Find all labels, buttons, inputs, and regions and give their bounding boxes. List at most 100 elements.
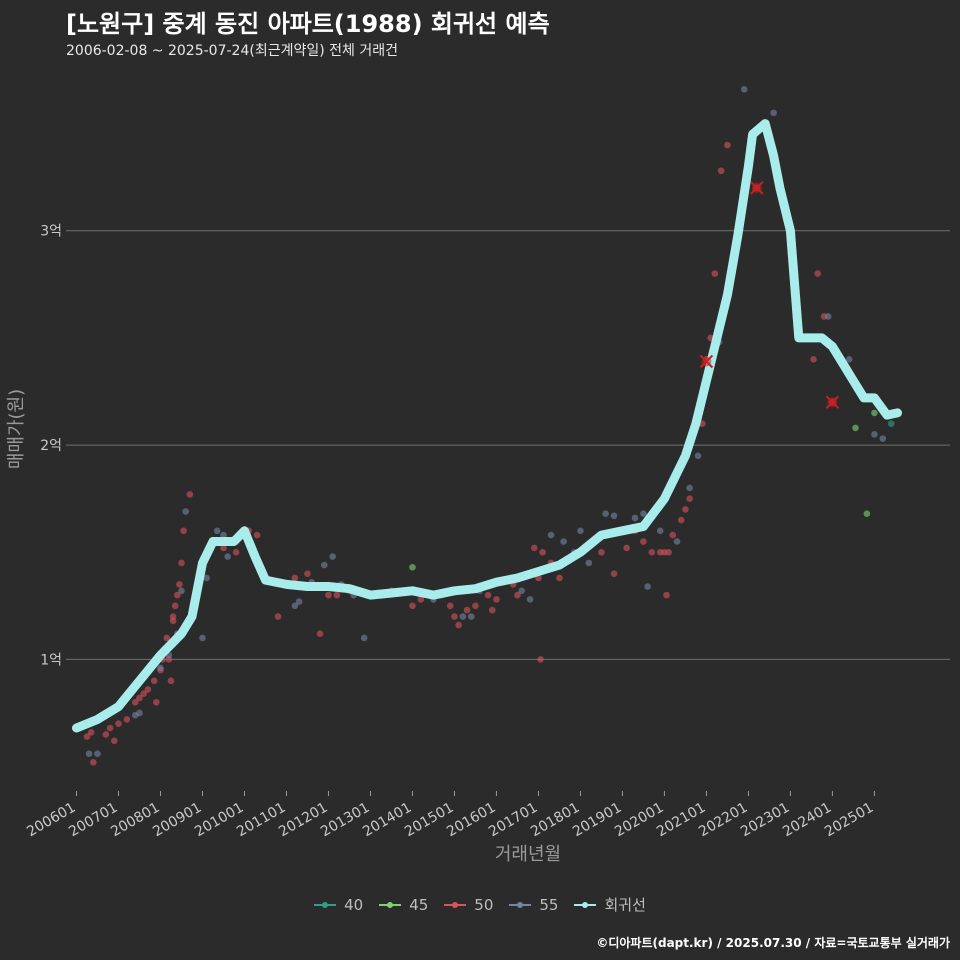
- data-point-50: [115, 720, 122, 728]
- legend-key-icon: [509, 898, 532, 912]
- legend-key-icon: [314, 898, 337, 912]
- data-point-50: [325, 591, 332, 599]
- regression-line: [72, 119, 902, 733]
- data-point-50: [623, 544, 630, 552]
- legend-label: 45: [409, 895, 429, 914]
- data-point-45: [409, 563, 416, 571]
- data-point-55: [602, 510, 609, 517]
- data-point-50: [417, 596, 425, 603]
- data-point-55: [673, 538, 681, 545]
- data-point-50: [106, 724, 114, 732]
- data-point-50: [663, 591, 670, 599]
- data-point-50: [102, 731, 110, 738]
- data-point-50: [455, 621, 462, 629]
- legend-label: 55: [539, 895, 559, 914]
- data-point-55: [640, 510, 647, 517]
- data-point-55: [459, 613, 467, 620]
- data-point-50: [665, 548, 672, 556]
- data-point-55: [656, 527, 664, 535]
- chart-title: [노원구] 중계 동진 아파트(1988) 회귀선 예측: [66, 10, 550, 38]
- data-point-50: [814, 270, 822, 277]
- data-point-50: [304, 570, 311, 577]
- data-point-50: [648, 548, 656, 556]
- data-point-55: [610, 512, 618, 520]
- highlight-point: [699, 354, 714, 369]
- legend-key-icon: [444, 898, 467, 912]
- legend-item-45: 45: [379, 896, 428, 914]
- data-point-55: [182, 508, 189, 515]
- data-point-55: [526, 596, 534, 603]
- data-point-50: [180, 527, 187, 535]
- data-point-55: [824, 313, 832, 320]
- data-point-55: [686, 484, 693, 492]
- data-point-55: [585, 559, 593, 567]
- data-point-55: [518, 587, 525, 595]
- highlight-point: [825, 395, 840, 409]
- data-point-50: [169, 617, 177, 625]
- data-point-50: [232, 548, 240, 556]
- legend: 40 45 50 55 회귀선: [0, 894, 960, 916]
- data-point-55: [224, 553, 231, 560]
- data-point-55: [577, 527, 584, 535]
- data-point-50: [144, 686, 152, 693]
- data-point-55: [694, 452, 702, 460]
- legend-label: 50: [474, 895, 494, 914]
- data-point-50: [530, 544, 538, 552]
- data-point-55: [291, 602, 299, 610]
- data-point-50: [167, 677, 175, 685]
- legend-item-회귀선: 회귀선: [574, 894, 646, 915]
- data-point-50: [484, 591, 492, 599]
- data-point-55: [320, 561, 328, 569]
- data-point-50: [446, 602, 454, 610]
- data-point-55: [157, 664, 164, 672]
- data-point-50: [316, 630, 324, 637]
- data-point-55: [329, 553, 336, 560]
- data-point-55: [644, 583, 651, 590]
- legend-label: 40: [344, 895, 364, 914]
- data-point-50: [274, 613, 282, 620]
- data-point-55: [879, 435, 887, 442]
- data-point-50: [640, 538, 647, 545]
- y-tick-label: 1억: [40, 652, 62, 668]
- data-point-55: [85, 750, 93, 758]
- data-point-50: [220, 544, 227, 552]
- data-point-50: [140, 690, 147, 697]
- data-point-50: [123, 716, 131, 723]
- data-point-50: [610, 570, 618, 577]
- source-footer: ©디아파트(dapt.kr) / 2025.07.30 / 자료=국토교통부 실…: [596, 936, 950, 950]
- highlight-cross-b: [699, 354, 714, 369]
- data-point-40: [887, 420, 895, 427]
- data-point-55: [871, 431, 878, 438]
- data-point-50: [186, 491, 194, 498]
- data-point-50: [598, 548, 605, 556]
- data-point-50: [178, 559, 185, 567]
- data-point-50: [537, 656, 544, 663]
- data-point-45: [871, 409, 878, 417]
- data-point-50: [136, 694, 143, 702]
- data-point-50: [451, 613, 458, 620]
- data-point-55: [467, 613, 475, 620]
- data-point-50: [669, 531, 677, 539]
- data-point-50: [291, 574, 299, 582]
- data-point-55: [740, 85, 748, 93]
- data-point-55: [220, 531, 227, 539]
- data-point-50: [110, 737, 118, 745]
- data-point-50: [253, 531, 261, 539]
- data-point-50: [539, 548, 546, 556]
- data-point-55: [845, 356, 853, 363]
- data-point-50: [677, 516, 685, 524]
- data-point-50: [514, 591, 521, 599]
- data-point-55: [203, 574, 210, 582]
- chart-subtitle: 2006-02-08 ~ 2025-07-24(최근계약일) 전체 거래건: [66, 43, 398, 59]
- legend-item-40: 40: [314, 896, 363, 914]
- data-point-55: [94, 750, 101, 758]
- y-axis-title: 매매가(원): [6, 389, 27, 469]
- data-point-50: [87, 728, 95, 736]
- highlight-point: [750, 181, 764, 195]
- data-point-50: [152, 698, 160, 706]
- data-point-55: [560, 538, 567, 545]
- data-point-45: [863, 510, 871, 517]
- data-point-55: [199, 634, 206, 642]
- x-axis-title: 거래년월: [495, 844, 561, 865]
- data-point-55: [213, 527, 221, 535]
